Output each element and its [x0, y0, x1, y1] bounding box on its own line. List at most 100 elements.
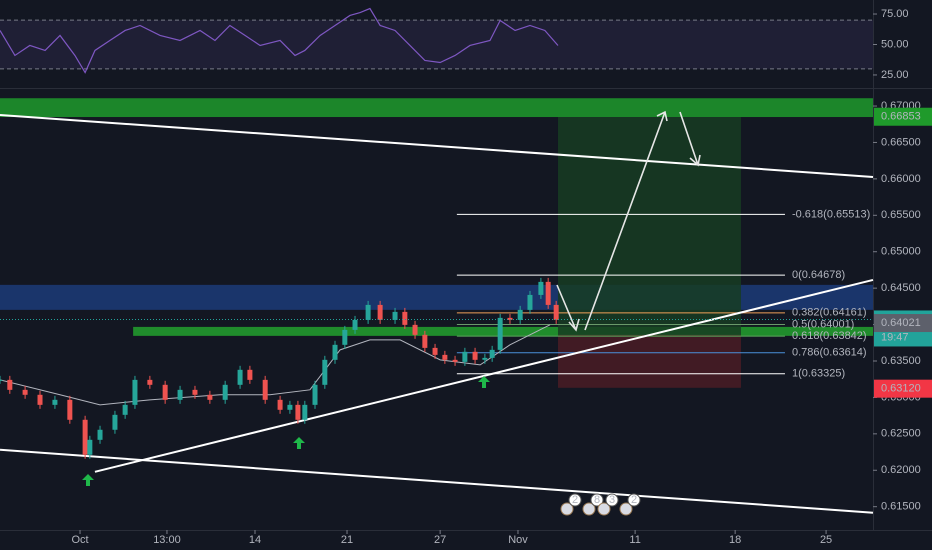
candle: [392, 311, 398, 320]
candle: [97, 429, 103, 440]
y-tick-label: 0.66500: [881, 136, 921, 148]
x-tick-label: 11: [629, 534, 640, 546]
candle: [432, 347, 438, 355]
candle: [365, 304, 371, 320]
x-tick-label: Oct: [71, 534, 88, 546]
event-count-label: 2: [572, 494, 578, 506]
event-count-label: 3: [609, 494, 615, 506]
arrow: [679, 111, 701, 167]
price-badge-label: 0.66853: [881, 111, 921, 123]
y-tick-label: 50.00: [881, 38, 909, 50]
event-count: [568, 493, 582, 507]
trendline: [0, 448, 874, 514]
candle: [442, 354, 448, 360]
candle: [222, 384, 228, 400]
price-badge: [874, 379, 932, 398]
price-badge-label: 0.64021: [881, 317, 921, 329]
x-tick-label: 25: [820, 534, 832, 546]
y-tick-label: 0.62500: [881, 428, 921, 440]
candle: [177, 389, 183, 400]
candle: [0, 379, 3, 381]
y-tick-label: 0.64500: [881, 282, 921, 294]
x-tick-label: 27: [434, 534, 446, 546]
candle: [87, 439, 93, 455]
candle: [538, 281, 544, 295]
candle: [287, 404, 293, 410]
candle: [545, 281, 551, 305]
candle: [462, 351, 468, 362]
event-flag: [619, 502, 633, 516]
candle: [147, 379, 153, 385]
y-tick-label: 0.63500: [881, 355, 921, 367]
candle: [207, 394, 213, 400]
x-tick-label: Nov: [508, 534, 528, 546]
price-badge-label: 0.63120: [881, 383, 921, 395]
candle: [497, 317, 503, 350]
candle: [295, 404, 301, 420]
candle: [422, 334, 428, 348]
up-arrow: [293, 437, 305, 449]
zone: [557, 117, 741, 335]
candle: [7, 379, 13, 390]
forecast-arrows: [556, 110, 701, 332]
candle: [247, 369, 253, 380]
candle: [332, 344, 338, 360]
x-tick-label: 13:00: [153, 534, 181, 546]
fib-label: -0.618(0.65513): [792, 208, 870, 220]
y-tick-label: 0.61500: [881, 501, 921, 513]
candle: [122, 404, 128, 415]
fib-label: 0(0.64678): [792, 269, 845, 281]
candle: [22, 389, 28, 395]
fib-label: 0.5(0.64001): [792, 318, 854, 330]
candle: [452, 359, 458, 362]
y-tick-label: 25.00: [881, 69, 909, 81]
event-count-label: 2: [631, 494, 637, 506]
event-count: [590, 493, 604, 507]
candle: [412, 324, 418, 335]
candle: [553, 304, 559, 320]
candle: [162, 384, 168, 400]
price-badge: [874, 314, 932, 333]
x-tick-label: 21: [341, 534, 353, 546]
bounce-markers: [82, 376, 490, 486]
candle: [472, 351, 478, 360]
candle: [67, 399, 73, 420]
event-icon: 2: [560, 493, 582, 516]
rsi-line: [0, 7, 559, 74]
fib-label: 0.618(0.63842): [792, 330, 867, 342]
candle: [312, 384, 318, 405]
candle: [489, 349, 495, 358]
arrow: [584, 110, 668, 331]
candle: [277, 399, 283, 410]
candle: [262, 379, 268, 400]
plot: 75.00 50.00 25.00 -0.618(0.65513) 0(0.64678)…: [0, 7, 932, 546]
candle: [132, 379, 138, 405]
trendline: [94, 278, 874, 473]
candle: [517, 309, 523, 320]
countdown-badge: [874, 328, 932, 347]
price-badge: [874, 107, 932, 126]
event-icon: 3: [597, 493, 619, 516]
event-flag: [560, 502, 574, 516]
candle: [507, 317, 513, 320]
up-arrow: [82, 474, 94, 486]
up-arrow: [478, 376, 490, 388]
fib-label: 0.382(0.64161): [792, 307, 867, 319]
candle: [342, 329, 348, 345]
event-icon: 2: [619, 493, 641, 516]
zone: [557, 334, 741, 388]
x-tick-label: 18: [729, 534, 741, 546]
candle: [82, 419, 88, 455]
event-flag: [582, 502, 596, 516]
y-tick-label: 0.65000: [881, 246, 921, 258]
candle: [37, 394, 43, 405]
zone: [0, 284, 873, 310]
trendline: [0, 113, 874, 178]
candle: [112, 414, 118, 430]
candle: [352, 319, 358, 330]
y-tick-label: 0.62000: [881, 464, 921, 476]
candle: [482, 357, 488, 360]
zone: [0, 98, 873, 118]
